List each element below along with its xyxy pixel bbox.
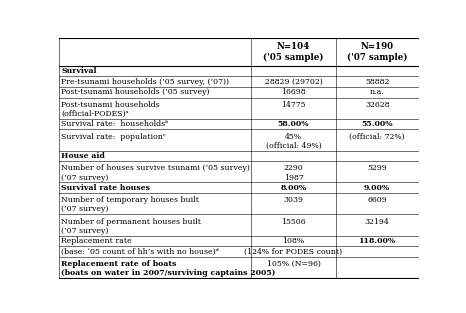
Text: 3039: 3039 bbox=[283, 196, 303, 204]
Text: N=190
('07 sample): N=190 ('07 sample) bbox=[347, 42, 407, 62]
Text: Survival rate houses: Survival rate houses bbox=[61, 184, 150, 192]
Text: 6609: 6609 bbox=[367, 196, 387, 204]
Text: 58.00%: 58.00% bbox=[278, 120, 309, 128]
Text: 14775: 14775 bbox=[281, 101, 306, 109]
Text: Survival rate:  householdsᵇ: Survival rate: householdsᵇ bbox=[61, 120, 168, 128]
Text: 105% (N=96): 105% (N=96) bbox=[267, 260, 321, 268]
Text: 32194: 32194 bbox=[365, 218, 390, 226]
Text: 28829 (29702): 28829 (29702) bbox=[265, 78, 322, 85]
Text: 58882: 58882 bbox=[365, 78, 389, 85]
Text: 15506: 15506 bbox=[281, 218, 306, 226]
Text: 118.00%: 118.00% bbox=[358, 237, 396, 245]
Text: Survival: Survival bbox=[61, 67, 96, 75]
Text: n.a.: n.a. bbox=[370, 88, 384, 96]
Text: Number of temporary houses built
(’07 survey): Number of temporary houses built (’07 su… bbox=[61, 196, 199, 213]
Text: 108%: 108% bbox=[282, 237, 305, 245]
Text: 32628: 32628 bbox=[365, 101, 390, 109]
Text: 8.00%: 8.00% bbox=[281, 184, 307, 192]
Text: 45%
(official: 49%): 45% (official: 49%) bbox=[266, 133, 322, 150]
Text: Survival rate:  populationᶜ: Survival rate: populationᶜ bbox=[61, 133, 166, 141]
Text: Pre-tsunami households (’05 survey, (’07)): Pre-tsunami households (’05 survey, (’07… bbox=[61, 78, 229, 85]
Text: Post-tsunami households
(official-PODES)ᵃ: Post-tsunami households (official-PODES)… bbox=[61, 101, 160, 118]
Text: (124% for PODES count): (124% for PODES count) bbox=[245, 248, 343, 255]
Text: Post-tsunami households (’05 survey): Post-tsunami households (’05 survey) bbox=[61, 88, 210, 96]
Text: (official: 72%): (official: 72%) bbox=[350, 133, 405, 141]
Text: 5299: 5299 bbox=[367, 164, 387, 172]
Text: House aid: House aid bbox=[61, 152, 105, 160]
Text: 16698: 16698 bbox=[281, 88, 306, 96]
Text: 9.00%: 9.00% bbox=[364, 184, 390, 192]
Text: 2290
1987: 2290 1987 bbox=[284, 164, 303, 182]
Text: Replacement rate: Replacement rate bbox=[61, 237, 132, 245]
Text: 55.00%: 55.00% bbox=[361, 120, 393, 128]
Text: Replacement rate of boats
(boats on water in 2007/surviving captains 2005): Replacement rate of boats (boats on wate… bbox=[61, 260, 275, 277]
Text: N=104
('05 sample): N=104 ('05 sample) bbox=[263, 42, 324, 62]
Text: Number of houses survive tsunami (’05 survey)
(’07 survey): Number of houses survive tsunami (’05 su… bbox=[61, 164, 250, 182]
Text: Number of permanent houses built
(’07 survey): Number of permanent houses built (’07 su… bbox=[61, 218, 201, 235]
Text: (base: ‘05 count of hh’s with no house)ᵈ: (base: ‘05 count of hh’s with no house)ᵈ bbox=[61, 248, 219, 255]
